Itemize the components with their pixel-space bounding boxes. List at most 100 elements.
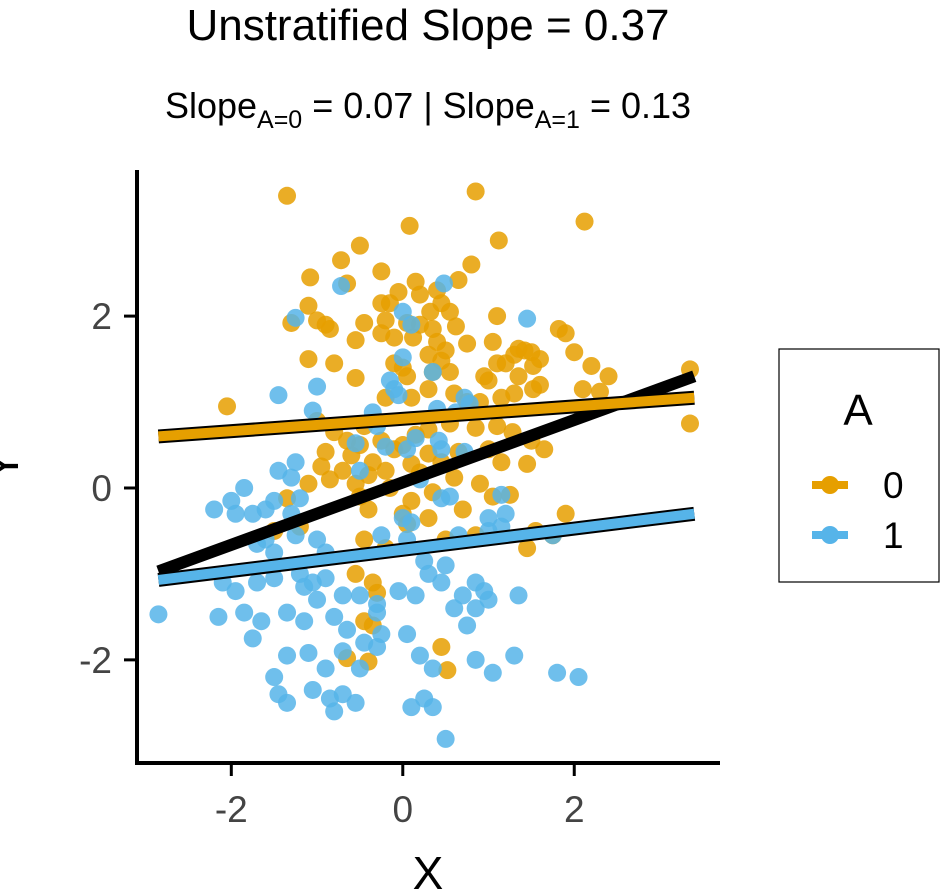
point-a0 <box>333 461 352 480</box>
point-a1 <box>278 603 297 622</box>
point-a1 <box>290 489 309 508</box>
legend-entries: 01 <box>812 465 904 556</box>
point-a1 <box>265 543 284 562</box>
point-a1 <box>286 453 305 472</box>
point-a1 <box>423 362 442 381</box>
point-a1 <box>308 377 327 396</box>
x-tick-label: 2 <box>564 789 585 830</box>
point-a0 <box>505 384 524 403</box>
point-a1 <box>479 590 498 609</box>
point-a1 <box>316 659 335 678</box>
fit-line-a1 <box>157 508 695 585</box>
point-a1 <box>393 302 412 321</box>
legend-title: A <box>843 386 873 435</box>
point-a0 <box>524 380 543 399</box>
point-a1 <box>398 625 417 644</box>
point-a0 <box>556 324 575 343</box>
point-a0 <box>446 317 465 336</box>
point-a1 <box>372 526 391 545</box>
point-a1 <box>350 461 369 480</box>
point-a1 <box>436 556 455 575</box>
point-a1 <box>410 646 429 665</box>
point-a1 <box>350 659 369 678</box>
point-a1 <box>445 599 464 618</box>
point-a0 <box>680 414 699 433</box>
point-a0 <box>453 500 472 519</box>
subtitle-sub0: A=0 <box>257 106 302 134</box>
point-a1 <box>389 582 408 601</box>
point-a1 <box>376 437 395 456</box>
point-a1 <box>509 586 528 605</box>
point-a1 <box>350 586 369 605</box>
point-a0 <box>488 354 507 373</box>
point-a1 <box>346 693 365 712</box>
x-tick-label: -2 <box>215 789 248 830</box>
point-a1 <box>243 504 262 523</box>
point-a1 <box>402 315 421 334</box>
point-a1 <box>432 440 451 459</box>
point-a0 <box>400 216 419 235</box>
point-a1 <box>483 663 502 682</box>
point-a1 <box>325 702 344 721</box>
point-a1 <box>346 434 365 453</box>
point-a1 <box>299 643 318 662</box>
point-a1 <box>368 637 387 656</box>
point-a0 <box>308 311 327 330</box>
point-a1 <box>569 668 588 687</box>
point-a0 <box>575 212 594 231</box>
legend-entry-label: 1 <box>883 515 904 556</box>
point-a1 <box>423 659 442 678</box>
y-tick-label: 0 <box>91 468 112 509</box>
point-a1 <box>389 386 408 405</box>
point-a0 <box>518 539 537 558</box>
point-a0 <box>518 454 537 473</box>
legend-key-point <box>821 526 839 544</box>
point-a1 <box>436 729 455 748</box>
point-a1 <box>226 582 245 601</box>
point-a0 <box>489 231 508 250</box>
point-a1 <box>505 646 524 665</box>
point-a1 <box>248 573 267 592</box>
point-a1 <box>479 509 498 528</box>
point-a1 <box>303 680 322 699</box>
point-a0 <box>524 356 543 375</box>
point-a1 <box>338 620 357 639</box>
point-a1 <box>325 607 344 626</box>
point-a0 <box>218 397 237 416</box>
point-a0 <box>316 442 335 461</box>
point-a0 <box>320 470 339 489</box>
subtitle-sub1: A=1 <box>535 106 580 134</box>
point-a1 <box>209 607 228 626</box>
point-a0 <box>398 367 417 386</box>
point-a1 <box>423 698 442 717</box>
point-a1 <box>466 599 485 618</box>
point-a1 <box>278 646 297 665</box>
point-a1 <box>402 513 421 532</box>
point-a0 <box>419 509 438 528</box>
point-a0 <box>599 367 618 386</box>
point-a1 <box>518 309 537 328</box>
point-a0 <box>462 255 481 274</box>
point-a0 <box>440 302 459 321</box>
point-a0 <box>299 350 318 369</box>
point-a0 <box>301 268 320 287</box>
point-a0 <box>488 307 507 326</box>
point-a0 <box>332 251 351 270</box>
y-tick-label: -2 <box>79 640 112 681</box>
point-a0 <box>466 182 485 201</box>
point-a0 <box>556 504 575 523</box>
point-a1 <box>316 569 335 588</box>
point-a0 <box>410 285 429 304</box>
point-a1 <box>548 663 567 682</box>
point-a0 <box>350 236 369 255</box>
point-a0 <box>402 491 421 510</box>
point-a1 <box>235 603 254 622</box>
y-axis-label: Y <box>0 451 28 482</box>
point-a0 <box>432 637 451 656</box>
point-a1 <box>308 530 327 549</box>
point-a0 <box>346 564 365 583</box>
x-axis-label: X <box>413 847 444 890</box>
point-a0 <box>449 271 468 290</box>
legend-key-point <box>821 476 839 494</box>
legend-box <box>778 348 940 583</box>
